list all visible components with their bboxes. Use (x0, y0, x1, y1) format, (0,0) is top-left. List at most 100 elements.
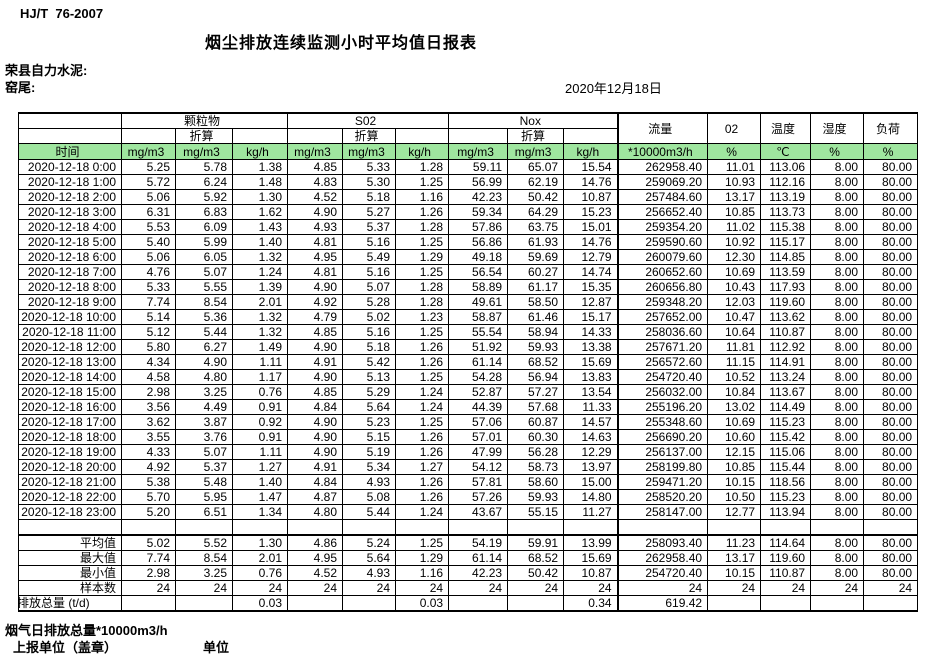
cell: 57.01 (448, 429, 509, 445)
cell: 1.25 (395, 264, 450, 280)
cell: 59.34 (448, 204, 509, 220)
cell: 54.12 (448, 459, 509, 475)
table-row: 2020-12-18 18:00 3.55 3.76 0.91 4.90 5.15 1.26… (18, 429, 919, 445)
cell: 4.80 (175, 369, 233, 385)
cell: 80.00 (863, 324, 919, 340)
cell: 8.54 (175, 294, 233, 310)
cell: 1.23 (395, 309, 450, 325)
cell: 80.00 (863, 474, 919, 490)
cell: 4.85 (287, 384, 344, 400)
cell: 55.15 (507, 504, 565, 520)
cell: 14.76 (563, 174, 619, 190)
cell: 4.85 (287, 159, 344, 175)
table-row: 2020-12-18 9:00 7.74 8.54 2.01 4.92 5.28 1.28 4… (18, 294, 919, 310)
row-label: 最小值 (18, 565, 122, 581)
row-label: 2020-12-18 7:00 (18, 264, 122, 280)
cell (563, 519, 619, 536)
cell: 6.31 (121, 204, 176, 220)
cell: 260079.60 (616, 249, 709, 265)
cell: 54.19 (448, 534, 509, 551)
row-label: 2020-12-18 8:00 (18, 279, 122, 295)
table-row: 2020-12-18 14:00 4.58 4.80 1.17 4.90 5.13 1.25… (18, 369, 919, 385)
cell: 115.23 (760, 414, 812, 430)
cell: 5.18 (342, 339, 397, 355)
cell: 257652.00 (616, 309, 709, 325)
cell: 24 (175, 580, 233, 596)
cell: 11.23 (707, 534, 762, 551)
table-row: 2020-12-18 3:00 6.31 6.83 1.62 4.90 5.27 1.26 5… (18, 204, 919, 220)
cell: 619.42 (616, 595, 709, 612)
cell: 24 (342, 580, 397, 596)
header-time: 时间 (18, 143, 122, 160)
cell: 255196.20 (616, 399, 709, 415)
cell: 0.91 (231, 399, 289, 415)
cell: 10.84 (707, 384, 762, 400)
cell: 5.02 (342, 309, 397, 325)
cell: 8.00 (810, 279, 865, 295)
header-group-particulate: 颗粒物 (120, 112, 289, 129)
cell: 49.61 (448, 294, 509, 310)
cell: 110.87 (760, 565, 812, 581)
cell: 1.27 (231, 459, 289, 475)
cell: 113.62 (760, 309, 812, 325)
cell: 80.00 (863, 354, 919, 370)
cell: 43.67 (448, 504, 509, 520)
table-row: 2020-12-18 4:00 5.53 6.09 1.43 4.93 5.37 1.28 5… (18, 219, 919, 235)
cell: 8.00 (810, 354, 865, 370)
cell: 8.00 (810, 264, 865, 280)
cell: 80.00 (863, 429, 919, 445)
cell: 68.52 (507, 354, 565, 370)
cell: 80.00 (863, 489, 919, 505)
cell: 15.35 (563, 279, 619, 295)
cell: 80.00 (863, 249, 919, 265)
cell: 5.80 (121, 339, 176, 355)
row-label: 2020-12-18 21:00 (18, 474, 122, 490)
flue-gas-total-note: 烟气日排放总量*10000m3/h (5, 623, 168, 638)
unit-cell: % (863, 143, 919, 160)
cell: 6.27 (175, 339, 233, 355)
cell: 55.54 (448, 324, 509, 340)
table-row: 2020-12-18 19:00 4.33 5.07 1.11 4.90 5.19 1.26… (18, 444, 919, 460)
cell: 2.98 (121, 384, 176, 400)
cell: 4.86 (287, 534, 344, 551)
cell: 256137.00 (616, 444, 709, 460)
header-converted-row: 折算 折算 折算 (18, 128, 918, 144)
table-row: 2020-12-18 21:00 5.38 5.48 1.40 4.84 4.93 1.26… (18, 474, 919, 490)
cell: 1.26 (395, 444, 450, 460)
cell: 60.30 (507, 429, 565, 445)
cell: 61.93 (507, 234, 565, 250)
cell: 1.48 (231, 174, 289, 190)
cell: 1.28 (395, 279, 450, 295)
cell: 15.00 (563, 474, 619, 490)
cell: 5.30 (342, 174, 397, 190)
cell: 80.00 (863, 294, 919, 310)
table-row: 2020-12-18 11:00 5.12 5.44 1.32 4.85 5.16 1.25… (18, 324, 919, 340)
cell: 58.73 (507, 459, 565, 475)
cell: 56.99 (448, 174, 509, 190)
unit-cell: mg/m3 (287, 143, 344, 160)
cell: 2.01 (231, 550, 289, 566)
row-label: 2020-12-18 19:00 (18, 444, 122, 460)
cell: 1.26 (395, 204, 450, 220)
cell: 49.18 (448, 249, 509, 265)
cell: 80.00 (863, 459, 919, 475)
cell: 2.01 (231, 294, 289, 310)
cell: 254720.40 (616, 565, 709, 581)
cell: 8.00 (810, 369, 865, 385)
table-row: 2020-12-18 13:00 4.34 4.90 1.11 4.91 5.42 1.26… (18, 354, 919, 370)
cell: 80.00 (863, 204, 919, 220)
cell: 80.00 (863, 399, 919, 415)
cell: 256572.60 (616, 354, 709, 370)
cell: 1.24 (231, 264, 289, 280)
header-converted-so2: 折算 (342, 128, 397, 144)
row-label: 2020-12-18 17:00 (18, 414, 122, 430)
cell: 5.36 (175, 309, 233, 325)
cell: 1.47 (231, 489, 289, 505)
cell: 56.94 (507, 369, 565, 385)
cell: 4.58 (121, 369, 176, 385)
cell: 58.50 (507, 294, 565, 310)
cell: 24 (863, 580, 919, 596)
cell: 5.25 (121, 159, 176, 175)
cell: 10.85 (707, 459, 762, 475)
